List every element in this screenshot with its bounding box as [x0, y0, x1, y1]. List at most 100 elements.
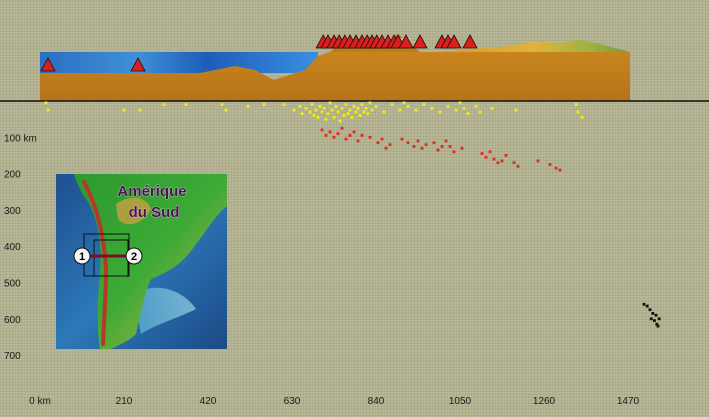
earthquake-point — [328, 130, 332, 134]
earthquake-point — [655, 322, 659, 326]
x-tick-label: 210 — [116, 396, 133, 407]
volcano-marker — [412, 34, 428, 49]
y-tick-label: 700 — [4, 351, 21, 362]
earthquake-point — [554, 166, 558, 170]
earthquake-point — [574, 103, 578, 106]
earthquake-point — [466, 112, 470, 116]
earthquake-point — [314, 108, 318, 112]
earthquake-point — [654, 313, 658, 317]
earthquake-point — [282, 103, 286, 106]
inset-map-title-line2: du Sud — [129, 204, 180, 221]
earthquake-point — [406, 105, 410, 108]
volcano-markers — [40, 34, 478, 72]
inset-map-andes — [82, 180, 109, 346]
y-tick-label: 600 — [4, 315, 21, 326]
earthquake-point — [422, 103, 426, 106]
earthquake-point — [536, 159, 540, 163]
earthquake-point — [360, 103, 364, 106]
x-tick-label: 0 km — [29, 396, 51, 407]
earthquake-points — [44, 101, 661, 328]
earthquake-point — [338, 119, 342, 123]
earthquake-point — [444, 139, 448, 143]
earthquake-point — [376, 141, 380, 145]
earthquake-point — [312, 114, 316, 117]
earthquake-point — [320, 128, 324, 132]
earthquake-point — [308, 110, 312, 114]
earthquake-point — [262, 103, 266, 106]
earthquake-point — [388, 143, 392, 146]
earthquake-point — [354, 110, 358, 114]
x-tick-label: 630 — [284, 396, 301, 407]
earthquake-point — [474, 105, 478, 108]
earthquake-point — [488, 150, 492, 154]
earthquake-point — [424, 143, 428, 146]
earthquake-point — [162, 103, 166, 106]
earthquake-point — [370, 108, 374, 112]
earthquake-point — [400, 137, 404, 141]
earthquake-point — [390, 103, 394, 106]
earthquake-point — [350, 115, 354, 119]
earthquake-point — [330, 108, 334, 112]
earthquake-point — [460, 146, 464, 150]
earthquake-point — [138, 108, 142, 112]
earthquake-point — [490, 106, 494, 110]
earthquake-point — [122, 108, 126, 112]
y-tick-label: 400 — [4, 242, 21, 253]
earthquake-point — [324, 134, 328, 137]
earthquake-point — [340, 126, 344, 130]
earthquake-point — [356, 139, 360, 143]
earthquake-point — [414, 108, 418, 112]
earthquake-point — [458, 101, 462, 105]
earthquake-point — [656, 324, 660, 328]
earthquake-point — [304, 106, 308, 110]
earthquake-point — [645, 304, 649, 308]
earthquake-point — [368, 135, 372, 139]
earthquake-point — [576, 110, 580, 114]
earthquake-point — [651, 312, 655, 315]
x-tick-label: 420 — [200, 396, 217, 407]
inset-map: 1 2 Amérique du Sud — [56, 174, 227, 349]
y-tick-label: 200 — [4, 170, 21, 181]
earthquake-point — [480, 152, 484, 155]
earthquake-point — [322, 106, 326, 110]
earthquake-point — [642, 302, 646, 306]
earthquake-point — [454, 108, 458, 112]
earthquake-point — [326, 112, 330, 116]
earthquake-point — [224, 108, 228, 112]
earthquake-point — [352, 130, 356, 134]
x-tick-label: 840 — [368, 396, 385, 407]
mountain-range — [440, 40, 630, 52]
earthquake-point — [334, 105, 338, 108]
earthquake-point — [648, 308, 652, 312]
earthquake-point — [558, 168, 562, 172]
earthquake-point — [512, 161, 516, 165]
earthquake-point — [340, 106, 344, 110]
earthquake-point — [420, 146, 424, 150]
earthquake-point — [352, 105, 356, 108]
earthquake-point — [342, 114, 346, 117]
earthquake-point — [430, 106, 434, 110]
earthquake-point — [452, 150, 456, 154]
y-tick-label: 300 — [4, 206, 21, 217]
earthquake-point — [496, 161, 500, 165]
earthquake-point — [382, 110, 386, 114]
y-tick-label: 100 km — [4, 133, 37, 144]
x-tick-label: 1470 — [617, 396, 640, 407]
earthquake-point — [332, 115, 336, 119]
earthquake-point — [478, 110, 482, 114]
earthquake-point — [657, 317, 661, 321]
earthquake-point — [362, 110, 366, 114]
earthquake-point — [398, 108, 402, 112]
earthquake-point — [514, 108, 518, 112]
earthquake-point — [462, 106, 466, 110]
earthquake-point — [316, 115, 320, 119]
earthquake-point — [384, 146, 388, 150]
earthquake-point — [246, 105, 250, 108]
earthquake-point — [344, 103, 348, 106]
earthquake-point — [360, 134, 364, 137]
earthquake-point — [380, 137, 384, 141]
earthquake-point — [492, 157, 496, 161]
earthquake-point — [504, 154, 508, 157]
earthquake-point — [44, 101, 48, 105]
